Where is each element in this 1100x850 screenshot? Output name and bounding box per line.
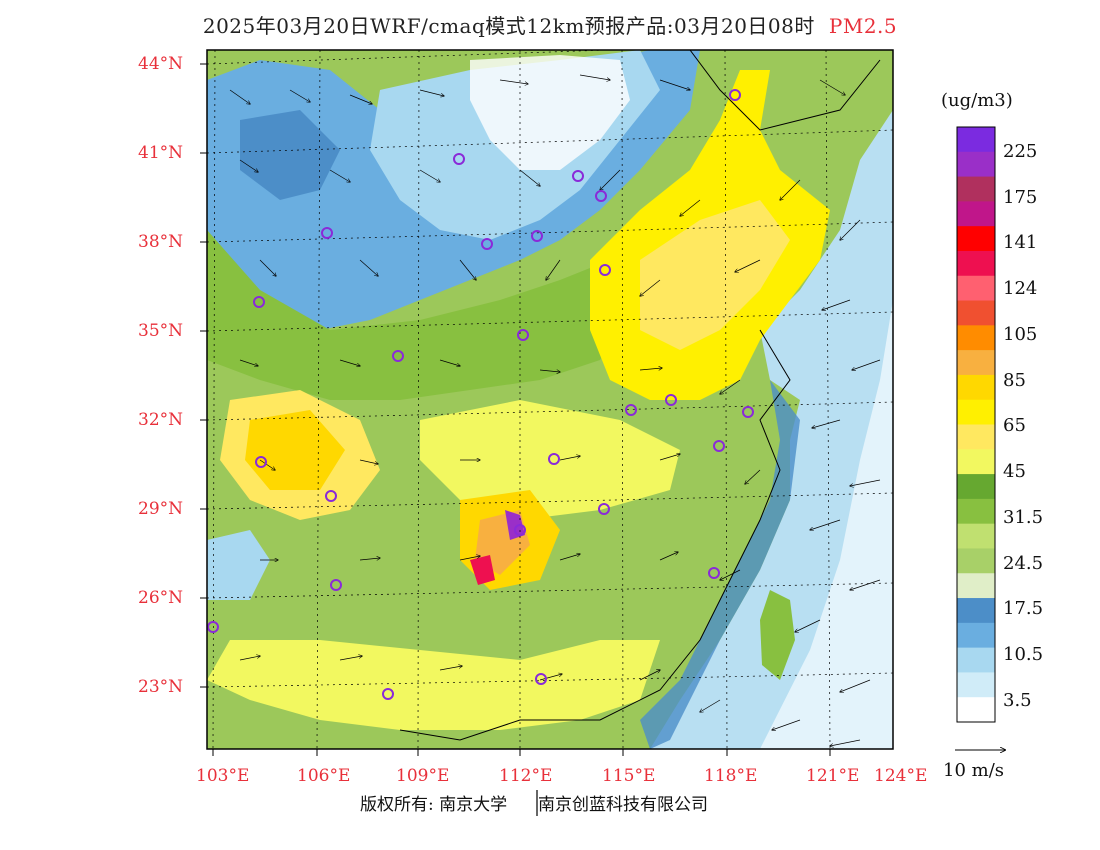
coastline xyxy=(399,50,881,741)
lon-label-103: 103°E xyxy=(196,766,250,786)
colorbar-label: 141 xyxy=(1003,232,1038,253)
lat-label-32: 32°N xyxy=(138,410,184,430)
lon-label-112: 112°E xyxy=(499,766,553,786)
colorbar-swatch xyxy=(957,399,995,425)
colorbar-swatch xyxy=(957,449,995,475)
taiwan-island xyxy=(760,590,795,680)
colorbar-swatch xyxy=(957,548,995,574)
colorbar-swatch xyxy=(957,350,995,376)
copyright-left: 版权所有: 南京大学 xyxy=(360,795,508,815)
colorbar-label: 85 xyxy=(1003,370,1026,391)
title-text: 2025年03月20日WRF/cmaq模式12km预报产品:03月20日08时 xyxy=(202,14,815,38)
southwest-blue xyxy=(207,530,270,600)
lat-label-44: 44°N xyxy=(138,54,184,74)
lat-label-29: 29°N xyxy=(138,499,184,519)
coastal-band xyxy=(640,380,800,749)
pollutant-label: PM2.5 xyxy=(828,14,898,38)
lon-label-118: 118°E xyxy=(704,766,758,786)
lat-lon-grid xyxy=(207,50,893,749)
colorbar-swatch xyxy=(957,151,995,178)
colorbar-label: 24.5 xyxy=(1003,553,1044,574)
sea-area xyxy=(650,50,893,749)
copyright-right: 南京创蓝科技有限公司 xyxy=(537,795,708,815)
colorbar-swatch xyxy=(957,598,995,624)
northwest-blue xyxy=(240,110,340,200)
colorbar-swatch xyxy=(957,176,995,202)
colorbar-swatch xyxy=(957,622,995,649)
colorbar-swatch xyxy=(957,523,995,549)
colorbar-swatch xyxy=(957,474,995,500)
colorbar-swatch xyxy=(957,647,995,673)
map-field xyxy=(207,50,893,749)
colorbar-swatch xyxy=(957,697,995,723)
wind-scale-label: 10 m/s xyxy=(943,760,1004,781)
colorbar-label: 10.5 xyxy=(1003,644,1044,665)
axis-ticks xyxy=(200,63,831,756)
hotspot-red xyxy=(470,555,495,585)
colorbar-label: 3.5 xyxy=(1003,690,1032,711)
lat-label-35: 35°N xyxy=(138,321,184,341)
north-white-area xyxy=(470,55,630,170)
colorbar-swatch xyxy=(957,672,995,698)
lon-label-121: 121°E xyxy=(806,766,860,786)
colorbar-label: 17.5 xyxy=(1003,598,1044,619)
lat-label-38: 38°N xyxy=(138,232,184,252)
colorbar-label: 124 xyxy=(1003,278,1038,299)
hotspot-purple xyxy=(505,510,525,540)
colorbar-swatch xyxy=(957,250,995,277)
colorbar-label: 45 xyxy=(1003,461,1026,482)
colorbar-label: 65 xyxy=(1003,415,1026,436)
wind-vectors xyxy=(229,74,881,746)
lon-label-109: 109°E xyxy=(396,766,450,786)
colorbar-swatch xyxy=(957,275,995,302)
map-title: 2025年03月20日WRF/cmaq模式12km预报产品:03月20日08时 P… xyxy=(0,10,1100,39)
colorbar-swatch xyxy=(957,127,995,153)
colorbar-label: 225 xyxy=(1003,141,1038,162)
copyright: 版权所有: 南京大学 南京创蓝科技有限公司 xyxy=(360,790,708,815)
colorbar-label: 31.5 xyxy=(1003,507,1044,528)
central-green-belt xyxy=(207,230,640,400)
colorbar-swatch xyxy=(957,226,995,252)
colorbar-swatch xyxy=(957,300,995,326)
lat-label-41: 41°N xyxy=(138,143,184,163)
colorbar-frame xyxy=(956,126,996,723)
colorbar xyxy=(957,127,995,723)
colorbar-unit: (ug/m3) xyxy=(941,90,1013,111)
lon-label-106: 106°E xyxy=(297,766,351,786)
nc-plain-inner xyxy=(640,200,790,350)
colorbar-swatch xyxy=(957,325,995,351)
sichuan-basin-core xyxy=(245,410,345,490)
colorbar-label: 105 xyxy=(1003,324,1038,345)
lon-label-124: 124°E xyxy=(874,766,928,786)
colorbar-swatch xyxy=(957,573,995,599)
open-sea xyxy=(760,300,893,749)
map-frame xyxy=(206,49,894,750)
colorbar-swatch xyxy=(957,374,995,401)
colorbar-label: 175 xyxy=(1003,187,1038,208)
colorbar-swatch xyxy=(957,201,995,227)
colorbar-swatch xyxy=(957,498,995,525)
south-china-yellow xyxy=(207,640,660,730)
lat-label-23: 23°N xyxy=(138,677,184,697)
city-markers xyxy=(207,89,754,700)
lon-label-115: 115°E xyxy=(602,766,656,786)
lat-label-26: 26°N xyxy=(138,588,184,608)
colorbar-swatch xyxy=(957,424,995,450)
